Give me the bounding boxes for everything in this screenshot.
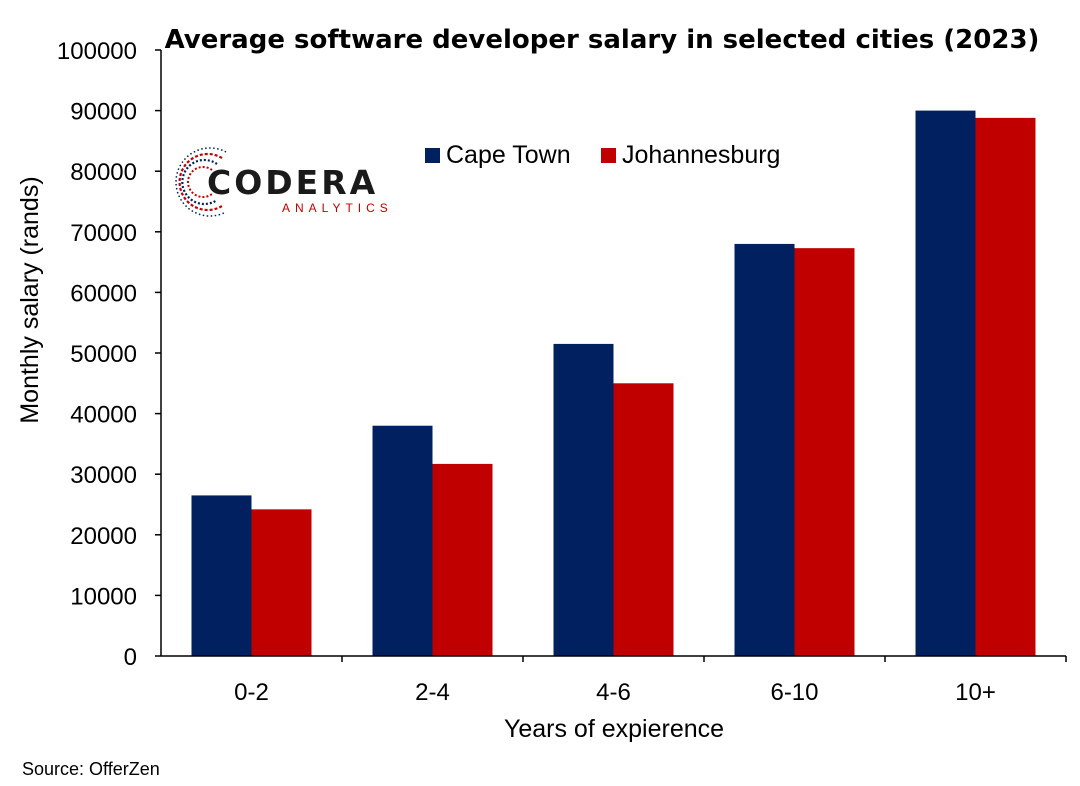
bar-cape-town-2-4 — [372, 425, 433, 656]
y-tick-label: 10000 — [70, 583, 137, 610]
bar-johannesburg-10+ — [975, 117, 1036, 656]
y-tick-label: 90000 — [70, 99, 137, 126]
bar-johannesburg-4-6 — [613, 383, 674, 656]
y-tick-label: 0 — [124, 644, 137, 671]
bar-johannesburg-2-4 — [432, 463, 493, 656]
y-tick-label: 20000 — [70, 523, 137, 550]
y-tick-label: 80000 — [70, 159, 137, 186]
x-tick-label: 2-4 — [415, 679, 450, 706]
logo-swirl-icon — [175, 147, 227, 217]
bar-cape-town-10+ — [915, 110, 976, 657]
y-tick-label: 60000 — [70, 280, 137, 307]
bar-johannesburg-6-10 — [794, 248, 855, 657]
y-axis-ticks: 0 10000 20000 30000 40000 50000 60000 70000 8000… — [57, 38, 161, 671]
y-tick-label: 70000 — [70, 220, 137, 247]
x-tick-label: 6-10 — [770, 679, 818, 706]
y-tick-label: 40000 — [70, 402, 137, 429]
bar-johannesburg-0-2 — [251, 509, 312, 656]
y-tick-label: 50000 — [70, 341, 137, 368]
legend-label: Cape Town — [446, 141, 571, 169]
legend-swatch-johannesburg — [601, 148, 616, 163]
y-axis-label: Monthly salary (rands) — [16, 176, 44, 423]
chart-title: Average software developer salary in sel… — [165, 25, 1040, 55]
bar-cape-town-0-2 — [191, 495, 252, 656]
x-axis-label: Years of expierence — [504, 715, 724, 743]
bar-cape-town-6-10 — [734, 243, 795, 657]
x-axis-ticks: 0-2 2-4 4-6 6-10 10+ — [234, 656, 1067, 706]
logo-tagline: ANALYTICS — [282, 201, 393, 215]
x-tick-label: 0-2 — [234, 679, 269, 706]
bars-group — [191, 110, 1036, 657]
x-tick-label: 4-6 — [596, 679, 631, 706]
x-tick-label: 10+ — [955, 679, 996, 706]
bar-cape-town-4-6 — [553, 343, 614, 656]
legend-label: Johannesburg — [622, 141, 780, 169]
y-tick-label: 30000 — [70, 462, 137, 489]
codera-logo: CODERA ANALYTICS — [175, 147, 393, 217]
logo-name: CODERA — [207, 163, 378, 202]
legend: Cape Town Johannesburg — [425, 141, 780, 169]
legend-swatch-cape-town — [425, 148, 440, 163]
y-tick-label: 100000 — [57, 38, 137, 65]
source-note: Source: OfferZen — [22, 759, 160, 779]
